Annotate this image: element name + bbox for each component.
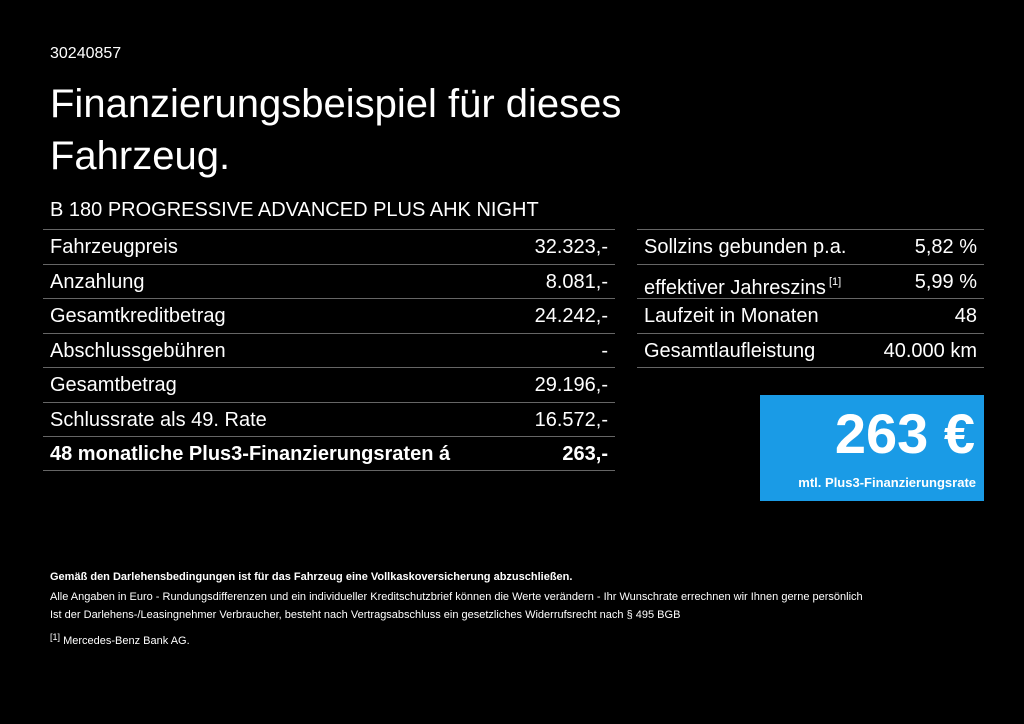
footnote-ref: [1] Mercedes-Benz Bank AG.: [50, 632, 190, 647]
footnote: Alle Angaben in Euro - Rundungsdifferenz…: [50, 591, 863, 603]
row-label: Gesamtbetrag: [50, 374, 177, 396]
row-label: Gesamtlaufleistung: [644, 339, 816, 362]
table-row: Fahrzeugpreis 32.323,-: [43, 229, 615, 263]
rate-box: 263 € mtl. Plus3-Finanzierungsrate: [760, 395, 984, 501]
table-row: Gesamtbetrag 29.196,-: [43, 367, 615, 401]
footnote-ref: [1]: [828, 275, 842, 288]
table-row: Gesamtlaufleistung 40.000 km: [637, 332, 984, 368]
row-label: Gesamtkreditbetrag: [50, 305, 226, 327]
row-value: 5,82 %: [914, 236, 977, 258]
row-label: Laufzeit in Monaten: [644, 305, 819, 327]
table-row: Sollzins gebunden p.a. 5,82 %: [637, 229, 984, 263]
row-label-group: Sollzins gebunden p.a.: [644, 230, 846, 264]
row-value: -: [601, 339, 608, 362]
vehicle-id: 30240857: [50, 45, 122, 62]
table-row: Anzahlung 8.081,-: [43, 263, 615, 298]
row-value: 48: [954, 305, 977, 327]
row-label: Abschlussgebühren: [50, 339, 226, 362]
row-value: 8.081,-: [545, 270, 608, 293]
row-label: Fahrzeugpreis: [50, 236, 178, 258]
row-value: 5,99 %: [914, 270, 977, 293]
row-value: 29.196,-: [534, 374, 608, 396]
row-value: 32.323,-: [534, 236, 608, 258]
footnote: Gemäß den Darlehensbedingungen ist für d…: [50, 571, 573, 583]
footnote: Ist der Darlehens-/Leasingnehmer Verbrau…: [50, 609, 681, 621]
rate-amount: 263 €: [834, 402, 975, 465]
table-row: 48 monatliche Plus3-Finanzierungsraten á…: [43, 436, 615, 471]
table-row: Abschlussgebühren -: [43, 332, 615, 367]
row-label: Schlussrate als 49. Rate: [50, 408, 267, 431]
row-value: 16.572,-: [534, 408, 608, 431]
ref-mark: [1]: [50, 632, 61, 642]
row-value: 40.000 km: [883, 339, 977, 362]
row-label: Sollzins gebunden p.a.: [644, 236, 847, 258]
table-row: Schlussrate als 49. Rate 16.572,-: [43, 401, 615, 436]
row-label-group: Laufzeit in Monaten: [644, 299, 819, 333]
row-value: 24.242,-: [534, 305, 608, 327]
rate-caption: mtl. Plus3-Finanzierungsrate: [798, 475, 976, 490]
row-label-group: Gesamtlaufleistung: [644, 334, 815, 368]
title: Fahrzeug.: [50, 134, 231, 178]
model-name: B 180 PROGRESSIVE ADVANCED PLUS AHK NIGH…: [50, 199, 539, 221]
ref-text: Mercedes-Benz Bank AG.: [63, 635, 190, 647]
row-label-group: effektiver Jahreszins [1]: [644, 265, 841, 305]
table-row: Laufzeit in Monaten 48: [637, 298, 984, 332]
table-row: Gesamtkreditbetrag 24.242,-: [43, 298, 615, 332]
row-label: Anzahlung: [50, 270, 145, 293]
row-label: effektiver Jahreszins: [644, 276, 826, 299]
table-row: effektiver Jahreszins [1] 5,99 %: [637, 263, 984, 299]
title: Finanzierungsbeispiel für dieses: [50, 82, 622, 126]
row-value: 263,-: [562, 443, 608, 465]
row-label: 48 monatliche Plus3-Finanzierungsraten á: [50, 443, 451, 465]
